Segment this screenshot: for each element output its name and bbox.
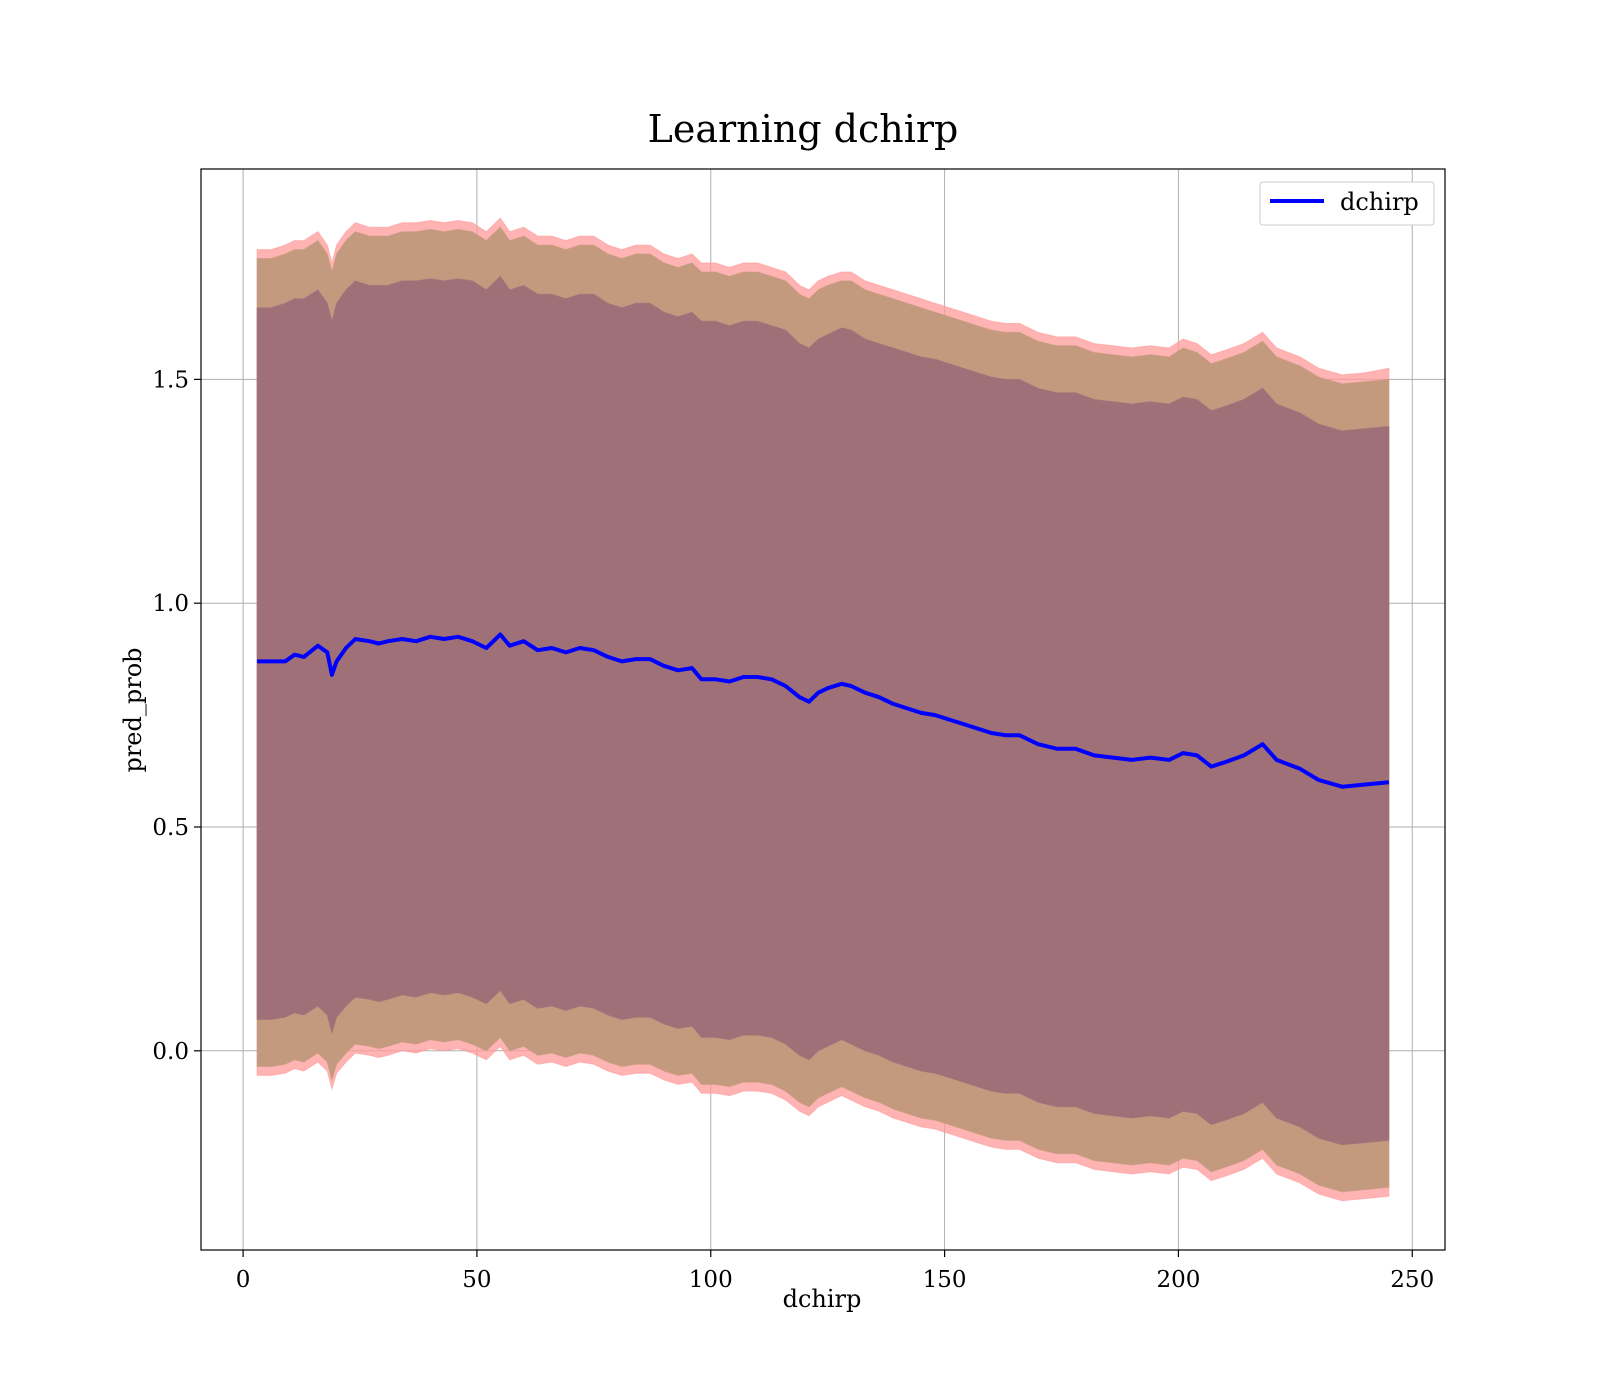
series-lines <box>257 632 1390 789</box>
y-tick-label: 0.0 <box>152 1039 189 1065</box>
x-axis-ticks: 0 50 100 150 200 250 <box>236 1250 1434 1293</box>
legend: dchirp <box>1259 181 1435 226</box>
series-line-dchirp <box>257 632 1390 789</box>
legend-label-dchirp: dchirp <box>1340 188 1419 216</box>
x-tick-label: 250 <box>1390 1267 1434 1293</box>
x-tick-label: 50 <box>462 1267 491 1293</box>
y-axis-ticks: 0.0 0.5 1.0 1.5 <box>152 367 201 1065</box>
y-axis-label: pred_prob <box>119 647 147 772</box>
x-tick-label: 200 <box>1156 1267 1200 1293</box>
uncertainty-bands <box>256 217 1390 1202</box>
band-inner <box>256 275 1390 1146</box>
chart-title: Learning dchirp <box>648 107 959 151</box>
x-axis-label: dchirp <box>783 1285 862 1313</box>
y-tick-label: 1.5 <box>152 367 189 393</box>
y-tick-label: 1.0 <box>152 591 189 617</box>
x-tick-label: 100 <box>689 1267 733 1293</box>
x-tick-label: 150 <box>923 1267 967 1293</box>
y-tick-label: 0.5 <box>152 815 189 841</box>
legend-box <box>1259 181 1435 226</box>
plot-frame <box>200 168 1446 1251</box>
x-tick-label: 0 <box>236 1267 251 1293</box>
